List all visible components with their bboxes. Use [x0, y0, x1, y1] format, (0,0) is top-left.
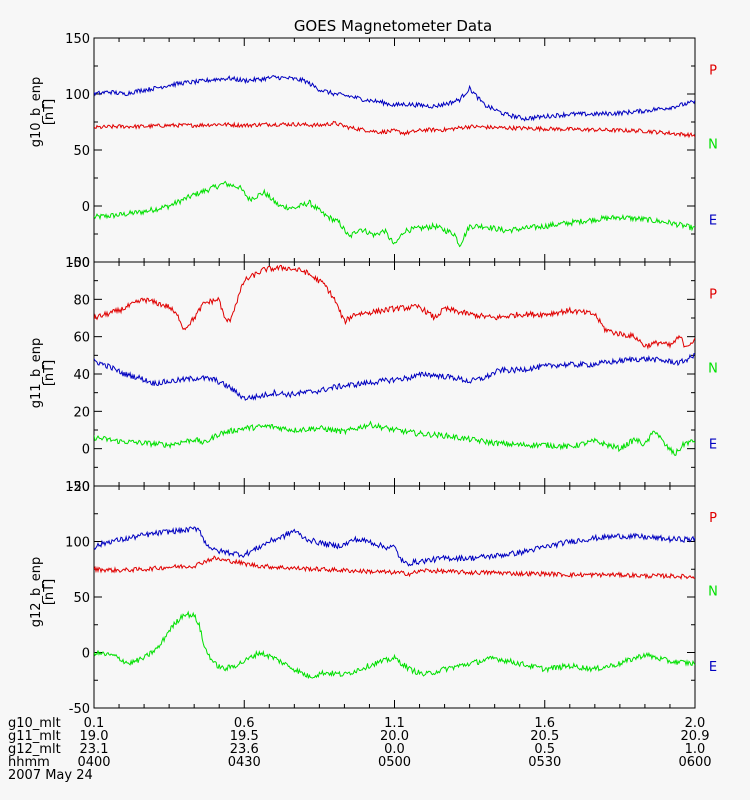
- legend-E: E: [709, 437, 717, 452]
- series-N-line: [94, 180, 695, 248]
- y-tick-label: 40: [73, 368, 90, 383]
- legend-N: N: [708, 584, 718, 599]
- x-tick-label: 20.0: [380, 729, 409, 744]
- y-tick-label: 100: [65, 536, 90, 551]
- y-tick-label: 50: [73, 591, 90, 606]
- x-tick-label: 0.6: [234, 716, 255, 731]
- x-tick-label: 19.0: [80, 729, 109, 744]
- y-tick-label: 0: [82, 443, 90, 458]
- series-P-line: [94, 264, 695, 350]
- y-tick-label: -20: [69, 480, 90, 495]
- x-row-label: hhmm: [8, 755, 50, 770]
- y-tick-label: -50: [69, 702, 90, 717]
- legend-P: P: [709, 511, 717, 526]
- y-axis-label: g11_b_enp: [29, 338, 44, 409]
- y-tick-label: 20: [73, 405, 90, 420]
- series-E-line: [94, 353, 695, 401]
- legend-E: E: [709, 660, 717, 675]
- x-tick-label: 0530: [528, 755, 561, 770]
- x-tick-label: 0.5: [534, 742, 555, 757]
- legend-N: N: [708, 137, 718, 152]
- chart-title: GOES Magnetometer Data: [294, 17, 492, 35]
- series-N-line: [94, 610, 695, 679]
- x-tick-label: 0.1: [84, 716, 105, 731]
- date-label: 2007 May 24: [8, 768, 93, 783]
- y-tick-label: 100: [65, 88, 90, 103]
- plot-frame: [93, 37, 696, 263]
- panel-g10_b_enp: -50 0 50 100 150 g10_b_enp[nT] P N E: [29, 32, 718, 271]
- y-axis-label: g10_b_enp: [29, 77, 44, 148]
- panel-g12_b_enp: -50 0 50 100 150 g12_b_enp[nT] P N E: [29, 480, 718, 717]
- y-tick-label: 150: [65, 480, 90, 495]
- y-tick-label: 0: [82, 200, 90, 215]
- x-tick-label: 23.6: [230, 742, 259, 757]
- y-axis-label: g12_b_enp: [29, 557, 44, 628]
- x-row-label: g10_mlt: [8, 716, 61, 731]
- y-tick-label: -50: [69, 256, 90, 271]
- series-E-line: [94, 526, 695, 567]
- series-N-line: [94, 420, 695, 457]
- x-tick-label: 20.9: [681, 729, 710, 744]
- plot-frame: [93, 485, 696, 709]
- x-tick-label: 0500: [378, 755, 411, 770]
- x-tick-label: 2.0: [685, 716, 706, 731]
- y-tick-label: 60: [73, 331, 90, 346]
- legend-N: N: [708, 361, 718, 376]
- y-tick-label: 100: [65, 256, 90, 271]
- y-axis-unit: [nT]: [42, 360, 57, 386]
- series-E-line: [94, 75, 695, 122]
- x-tick-label: 1.6: [534, 716, 555, 731]
- x-tick-label: 0.0: [384, 742, 405, 757]
- y-axis-unit: [nT]: [42, 579, 57, 605]
- x-tick-label: 0400: [77, 755, 110, 770]
- x-tick-label: 0600: [678, 755, 711, 770]
- x-tick-label: 0430: [228, 755, 261, 770]
- legend-P: P: [709, 63, 717, 78]
- x-tick-label: 20.5: [530, 729, 559, 744]
- series-P-line: [94, 120, 695, 139]
- y-tick-label: 50: [73, 144, 90, 159]
- series-P-line: [94, 555, 695, 580]
- x-tick-label: 1.1: [384, 716, 405, 731]
- y-tick-label: 80: [73, 293, 90, 308]
- x-tick-label: 1.0: [685, 742, 706, 757]
- x-row-label: g12_mlt: [8, 742, 61, 757]
- plot-frame: [93, 261, 696, 487]
- x-tick-label: 23.1: [80, 742, 109, 757]
- y-tick-label: 0: [82, 647, 90, 662]
- y-tick-label: 150: [65, 32, 90, 47]
- legend-P: P: [709, 287, 717, 302]
- panel-g11_b_enp: -20 0 20 40 60 80 100 g11_b_enp[nT] P N E: [29, 256, 718, 495]
- x-row-label: g11_mlt: [8, 729, 61, 744]
- y-axis-unit: [nT]: [42, 99, 57, 125]
- x-tick-label: 19.5: [230, 729, 259, 744]
- legend-E: E: [709, 213, 717, 228]
